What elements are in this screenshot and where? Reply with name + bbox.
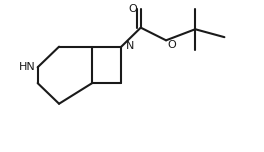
- Text: HN: HN: [18, 62, 35, 72]
- Text: N: N: [126, 41, 134, 51]
- Text: O: O: [167, 40, 176, 50]
- Text: O: O: [129, 4, 137, 14]
